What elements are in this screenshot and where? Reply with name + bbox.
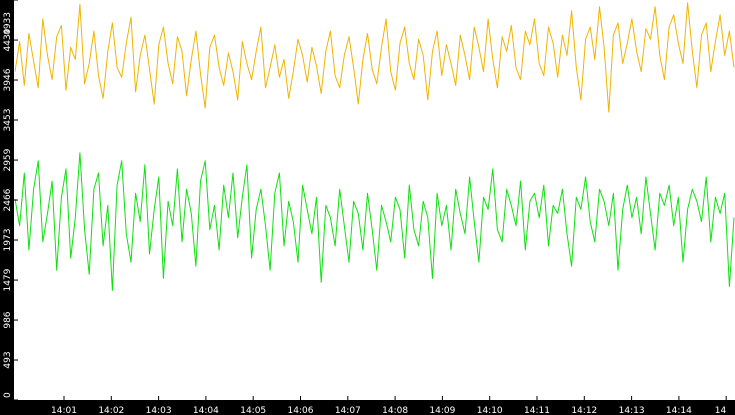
x-tick-label: 14:05 (240, 406, 266, 415)
y-tick-label: 3946 (3, 68, 13, 91)
x-tick-label: 14:14 (666, 406, 692, 415)
y-tick-label: 493 (3, 351, 13, 368)
y-tick-label: 4439 (3, 28, 13, 51)
x-axis: 14:01 14:02 14:03 14:04 14:05 14:06 14:07 14:08… (51, 396, 727, 415)
y-tick-label: 0 (3, 392, 13, 398)
y-tick-label: 1973 (3, 229, 13, 252)
x-tick-label: 14:03 (146, 406, 172, 415)
series-line-2 (14, 152, 735, 291)
x-tick-label: 14:13 (619, 406, 645, 415)
plot-area (14, 0, 735, 400)
y-tick-label: 2959 (3, 148, 13, 171)
series-line-1 (14, 2, 735, 113)
y-tick-label: 3453 (3, 109, 13, 132)
x-tick-label: 14:10 (477, 406, 503, 415)
x-tick-label: 14 (715, 406, 727, 415)
y-tick-label: 986 (3, 311, 13, 328)
y-tick-label: 2466 (3, 188, 13, 211)
x-tick-label: 14:06 (288, 406, 314, 415)
x-tick-label: 14:11 (524, 406, 550, 415)
x-tick-label: 14:08 (382, 406, 408, 415)
series-layer (14, 2, 735, 291)
x-tick-label: 14:09 (429, 406, 455, 415)
y-tick-label: 4933 (3, 12, 13, 35)
x-tick-label: 14:12 (571, 406, 597, 415)
y-tick-label: 1479 (3, 268, 13, 291)
x-tick-label: 14:02 (98, 406, 124, 415)
x-tick-label: 14:04 (193, 406, 219, 415)
x-tick-label: 14:07 (335, 406, 361, 415)
x-tick-label: 14:01 (51, 406, 77, 415)
